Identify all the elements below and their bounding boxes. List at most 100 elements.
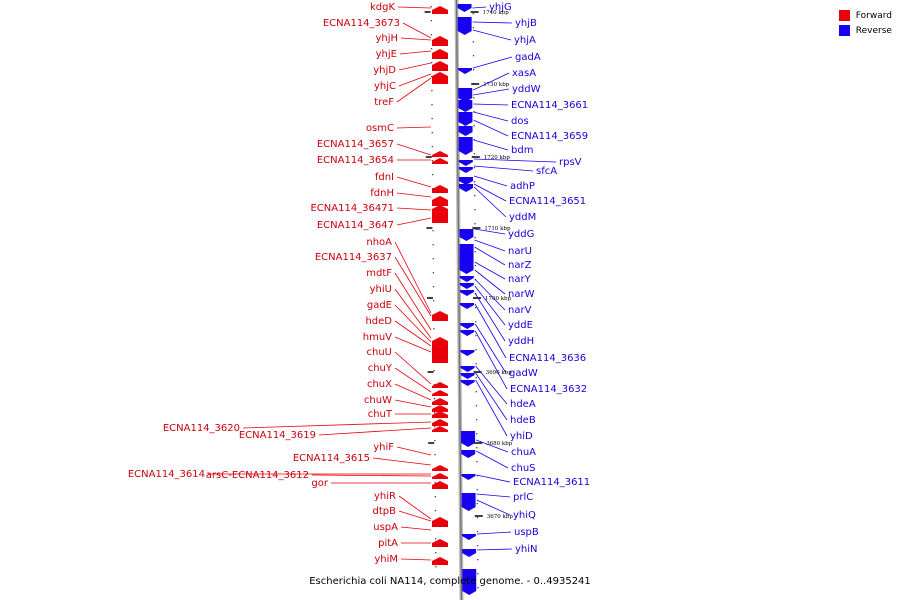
- reverse-gene-label-prlc[interactable]: prlC: [513, 492, 533, 503]
- reverse-gene-glyph[interactable]: [458, 160, 473, 166]
- reverse-gene-label-ydde[interactable]: yddE: [508, 320, 533, 331]
- reverse-gene-label-yhjg[interactable]: yhjG: [489, 2, 512, 13]
- reverse-gene-glyph[interactable]: [458, 68, 473, 74]
- reverse-gene-label-rpsv[interactable]: rpsV: [559, 157, 582, 168]
- forward-gene-glyph[interactable]: [432, 405, 448, 412]
- reverse-gene-glyph[interactable]: [460, 380, 475, 386]
- reverse-gene-glyph[interactable]: [460, 350, 475, 356]
- reverse-gene-label-gada[interactable]: gadA: [515, 52, 541, 63]
- forward-gene-label-ecna114-3647[interactable]: ECNA114_3647: [317, 220, 394, 231]
- reverse-gene-glyph[interactable]: [460, 366, 475, 372]
- forward-gene-label-chut[interactable]: chuT: [368, 409, 393, 420]
- forward-gene-label-arsc-ecna114-3612[interactable]: arsC-ECNA114_3612: [206, 470, 309, 481]
- forward-gene-glyph[interactable]: [432, 517, 448, 527]
- reverse-gene-label-dos[interactable]: dos: [511, 116, 529, 127]
- forward-gene-label-hmuv[interactable]: hmuV: [363, 332, 392, 343]
- reverse-gene-glyph[interactable]: [459, 184, 474, 192]
- forward-gene-glyph[interactable]: [432, 557, 448, 565]
- reverse-gene-glyph[interactable]: [461, 474, 476, 480]
- forward-gene-label-gor[interactable]: gor: [311, 478, 328, 489]
- legend-item-forward[interactable]: Forward: [838, 8, 892, 23]
- forward-gene-glyph[interactable]: [432, 61, 448, 71]
- forward-gene-label-ecna114-3673[interactable]: ECNA114_3673: [323, 18, 400, 29]
- reverse-gene-label-yhiq[interactable]: yhiQ: [513, 510, 536, 521]
- reverse-gene-glyph[interactable]: [462, 549, 477, 557]
- forward-gene-glyph[interactable]: [432, 196, 448, 206]
- reverse-gene-glyph[interactable]: [462, 569, 477, 595]
- reverse-gene-glyph[interactable]: [457, 17, 472, 35]
- reverse-gene-label-ecna114-3659[interactable]: ECNA114_3659: [511, 131, 588, 142]
- reverse-gene-glyph[interactable]: [460, 373, 475, 379]
- forward-gene-label-ecna114-3654[interactable]: ECNA114_3654: [317, 155, 394, 166]
- forward-gene-label-gade[interactable]: gadE: [367, 300, 392, 311]
- reverse-gene-glyph[interactable]: [461, 431, 476, 447]
- reverse-gene-label-yhin[interactable]: yhiN: [515, 544, 538, 555]
- forward-gene-glyph[interactable]: [432, 158, 448, 164]
- reverse-gene-glyph[interactable]: [458, 167, 473, 173]
- forward-gene-glyph[interactable]: [432, 539, 448, 547]
- reverse-gene-label-uspb[interactable]: uspB: [514, 527, 539, 538]
- reverse-gene-label-narv[interactable]: narV: [508, 305, 532, 316]
- forward-gene-label-osmc[interactable]: osmC: [366, 123, 394, 134]
- forward-gene-glyph[interactable]: [432, 419, 448, 426]
- forward-gene-label-yhjd[interactable]: yhjD: [373, 65, 396, 76]
- forward-gene-label-chuw[interactable]: chuW: [364, 395, 392, 406]
- reverse-gene-label-yddg[interactable]: yddG: [508, 229, 534, 240]
- forward-gene-glyph[interactable]: [432, 390, 448, 396]
- reverse-gene-label-adhp[interactable]: adhP: [510, 181, 535, 192]
- reverse-gene-label-yddm[interactable]: yddM: [509, 212, 536, 223]
- reverse-gene-label-ecna114-3651[interactable]: ECNA114_3651: [509, 196, 586, 207]
- forward-gene-glyph[interactable]: [432, 205, 448, 223]
- reverse-gene-glyph[interactable]: [459, 283, 474, 289]
- reverse-gene-glyph[interactable]: [459, 229, 474, 241]
- reverse-gene-label-yddw[interactable]: yddW: [512, 84, 541, 95]
- forward-gene-glyph[interactable]: [432, 6, 448, 14]
- forward-gene-glyph[interactable]: [432, 151, 448, 157]
- forward-gene-label-chuy[interactable]: chuY: [368, 363, 393, 374]
- reverse-gene-glyph[interactable]: [459, 290, 474, 296]
- reverse-gene-glyph[interactable]: [458, 112, 473, 126]
- forward-gene-label-chux[interactable]: chuX: [367, 379, 392, 390]
- reverse-gene-label-yddh[interactable]: yddH: [508, 336, 534, 347]
- forward-gene-glyph[interactable]: [432, 72, 448, 84]
- reverse-gene-label-gadw[interactable]: gadW: [509, 368, 538, 379]
- forward-gene-label-ecna114-3619[interactable]: ECNA114_3619: [239, 430, 316, 441]
- forward-gene-label-pita[interactable]: pitA: [378, 538, 398, 549]
- reverse-gene-label-yhja[interactable]: yhjA: [514, 35, 536, 46]
- forward-gene-label-yhiu[interactable]: yhiU: [370, 284, 392, 295]
- reverse-gene-label-ecna114-3632[interactable]: ECNA114_3632: [510, 384, 587, 395]
- forward-gene-label-dtpb[interactable]: dtpB: [373, 506, 397, 517]
- forward-gene-glyph[interactable]: [432, 465, 448, 471]
- forward-gene-glyph[interactable]: [432, 481, 448, 489]
- reverse-gene-glyph[interactable]: [460, 323, 475, 329]
- reverse-gene-glyph[interactable]: [458, 126, 473, 136]
- reverse-gene-label-ecna114-3661[interactable]: ECNA114_3661: [511, 100, 588, 111]
- forward-gene-label-ecna114-3657[interactable]: ECNA114_3657: [317, 139, 394, 150]
- forward-gene-label-chuu[interactable]: chuU: [367, 347, 393, 358]
- reverse-gene-label-chua[interactable]: chuA: [511, 447, 536, 458]
- reverse-gene-glyph[interactable]: [458, 137, 473, 155]
- reverse-gene-label-naru[interactable]: narU: [508, 246, 532, 257]
- forward-gene-label-kdgk[interactable]: kdgK: [370, 2, 395, 13]
- forward-gene-label-tref[interactable]: treF: [374, 97, 394, 108]
- forward-gene-label-yhif[interactable]: yhiF: [373, 442, 394, 453]
- reverse-gene-label-narz[interactable]: narZ: [508, 260, 532, 271]
- forward-gene-label-ecna114-3620[interactable]: ECNA114_3620: [163, 423, 240, 434]
- reverse-gene-glyph[interactable]: [460, 303, 475, 309]
- reverse-gene-label-ecna114-3611[interactable]: ECNA114_3611: [513, 477, 590, 488]
- forward-gene-label-yhir[interactable]: yhiR: [374, 491, 396, 502]
- reverse-gene-label-sfca[interactable]: sfcA: [536, 166, 557, 177]
- reverse-gene-label-bdm[interactable]: bdm: [511, 145, 533, 156]
- forward-gene-label-fdni[interactable]: fdnI: [375, 172, 394, 183]
- forward-gene-label-ecna114-3614[interactable]: ECNA114_3614: [128, 469, 205, 480]
- forward-gene-label-mdtf[interactable]: mdtF: [366, 268, 392, 279]
- forward-gene-glyph[interactable]: [432, 426, 448, 432]
- reverse-gene-label-yhjb[interactable]: yhjB: [515, 18, 537, 29]
- reverse-gene-label-xasa[interactable]: xasA: [512, 68, 536, 79]
- forward-gene-label-hded[interactable]: hdeD: [365, 316, 392, 327]
- forward-gene-glyph[interactable]: [432, 311, 448, 321]
- reverse-gene-glyph[interactable]: [461, 450, 476, 458]
- forward-gene-glyph[interactable]: [432, 411, 448, 418]
- forward-gene-label-fdnh[interactable]: fdnH: [370, 188, 394, 199]
- reverse-gene-label-ecna114-3636[interactable]: ECNA114_3636: [509, 353, 586, 364]
